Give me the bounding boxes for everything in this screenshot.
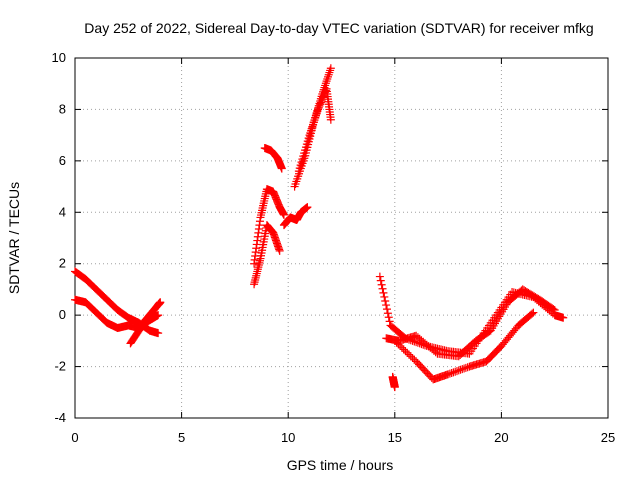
- data-point: [325, 68, 334, 77]
- data-point: [279, 210, 288, 219]
- y-axis-title: SDTVAR / TECUs: [6, 182, 22, 294]
- data-point: [394, 340, 403, 349]
- chart-title: Day 252 of 2022, Sidereal Day-to-day VTE…: [84, 20, 593, 36]
- data-point: [399, 345, 408, 354]
- y-tick-label: 10: [52, 50, 66, 65]
- data-point: [319, 93, 328, 102]
- data-point: [154, 311, 163, 320]
- data-point: [392, 338, 401, 347]
- data-point: [384, 313, 393, 322]
- data-point: [322, 77, 331, 86]
- data-point: [323, 75, 332, 83]
- grid: [74, 57, 609, 419]
- data-point: [277, 164, 286, 173]
- data-point: [309, 120, 318, 129]
- data-point: [376, 276, 385, 285]
- plot-frame: [74, 57, 609, 419]
- y-tick-label: 6: [59, 153, 66, 168]
- data-point: [275, 246, 284, 255]
- data-point: [308, 122, 317, 131]
- x-tick-label: 15: [388, 430, 402, 445]
- x-tick-label: 5: [178, 430, 185, 445]
- y-tick-label: 4: [59, 204, 66, 219]
- data-point: [403, 348, 412, 357]
- data-point: [528, 309, 537, 318]
- data-point: [319, 91, 328, 100]
- x-tick-label: 25: [601, 430, 615, 445]
- data-point: [378, 284, 387, 293]
- data-point: [326, 64, 335, 73]
- data-point: [406, 352, 415, 361]
- y-tick-label: 2: [59, 256, 66, 271]
- data-point: [382, 305, 391, 314]
- data-point: [383, 309, 392, 318]
- data-point: [314, 105, 323, 114]
- data-point: [377, 280, 386, 289]
- data-point: [454, 366, 463, 375]
- data-point: [381, 297, 390, 305]
- data-point: [397, 343, 406, 352]
- x-axis-title: GPS time / hours: [287, 457, 394, 473]
- data-point: [317, 96, 326, 105]
- data-point: [324, 70, 333, 79]
- y-tick-label: -4: [54, 410, 66, 425]
- data-points: [71, 64, 568, 392]
- data-point: [323, 72, 332, 81]
- data-point: [321, 79, 330, 88]
- x-tick-label: 0: [71, 430, 78, 445]
- data-point: [321, 86, 330, 95]
- data-point: [380, 292, 389, 301]
- data-point: [390, 383, 399, 392]
- data-point: [405, 350, 414, 359]
- x-tick-label: 10: [281, 430, 295, 445]
- data-point: [445, 369, 454, 378]
- data-point: [431, 348, 440, 357]
- data-point: [396, 342, 405, 350]
- data-point: [382, 301, 391, 310]
- y-tick-label: -2: [54, 359, 66, 374]
- data-point: [316, 100, 325, 109]
- data-point: [447, 369, 456, 377]
- data-point: [458, 365, 467, 374]
- data-point: [449, 368, 458, 377]
- data-point: [408, 354, 417, 362]
- tick-labels: 0 5 10 15 20 25 -4 -2 0 2 4 6 8 10: [52, 50, 616, 445]
- data-point: [559, 313, 568, 322]
- data-point: [451, 367, 460, 376]
- data-point: [390, 336, 399, 345]
- y-tick-label: 0: [59, 307, 66, 322]
- data-point: [456, 365, 465, 374]
- data-point: [379, 288, 388, 297]
- data-point: [529, 308, 538, 317]
- data-point: [315, 102, 324, 110]
- data-point: [549, 305, 558, 314]
- data-point: [550, 306, 559, 314]
- x-tick-label: 20: [494, 430, 508, 445]
- data-point: [326, 66, 335, 75]
- y-tick-label: 8: [59, 101, 66, 116]
- data-point: [154, 329, 163, 338]
- data-point: [316, 98, 325, 107]
- data-point: [156, 298, 165, 307]
- data-point: [303, 203, 312, 212]
- data-point: [444, 370, 453, 379]
- data-point: [401, 347, 410, 356]
- data-point: [452, 367, 461, 376]
- data-point: [321, 81, 330, 90]
- data-point: [307, 124, 316, 133]
- data-point: [314, 103, 323, 112]
- data-point: [460, 364, 469, 373]
- data-point: [385, 317, 394, 326]
- data-point: [461, 363, 470, 372]
- data-point: [313, 107, 322, 116]
- data-point: [326, 115, 335, 124]
- data-point: [375, 272, 384, 281]
